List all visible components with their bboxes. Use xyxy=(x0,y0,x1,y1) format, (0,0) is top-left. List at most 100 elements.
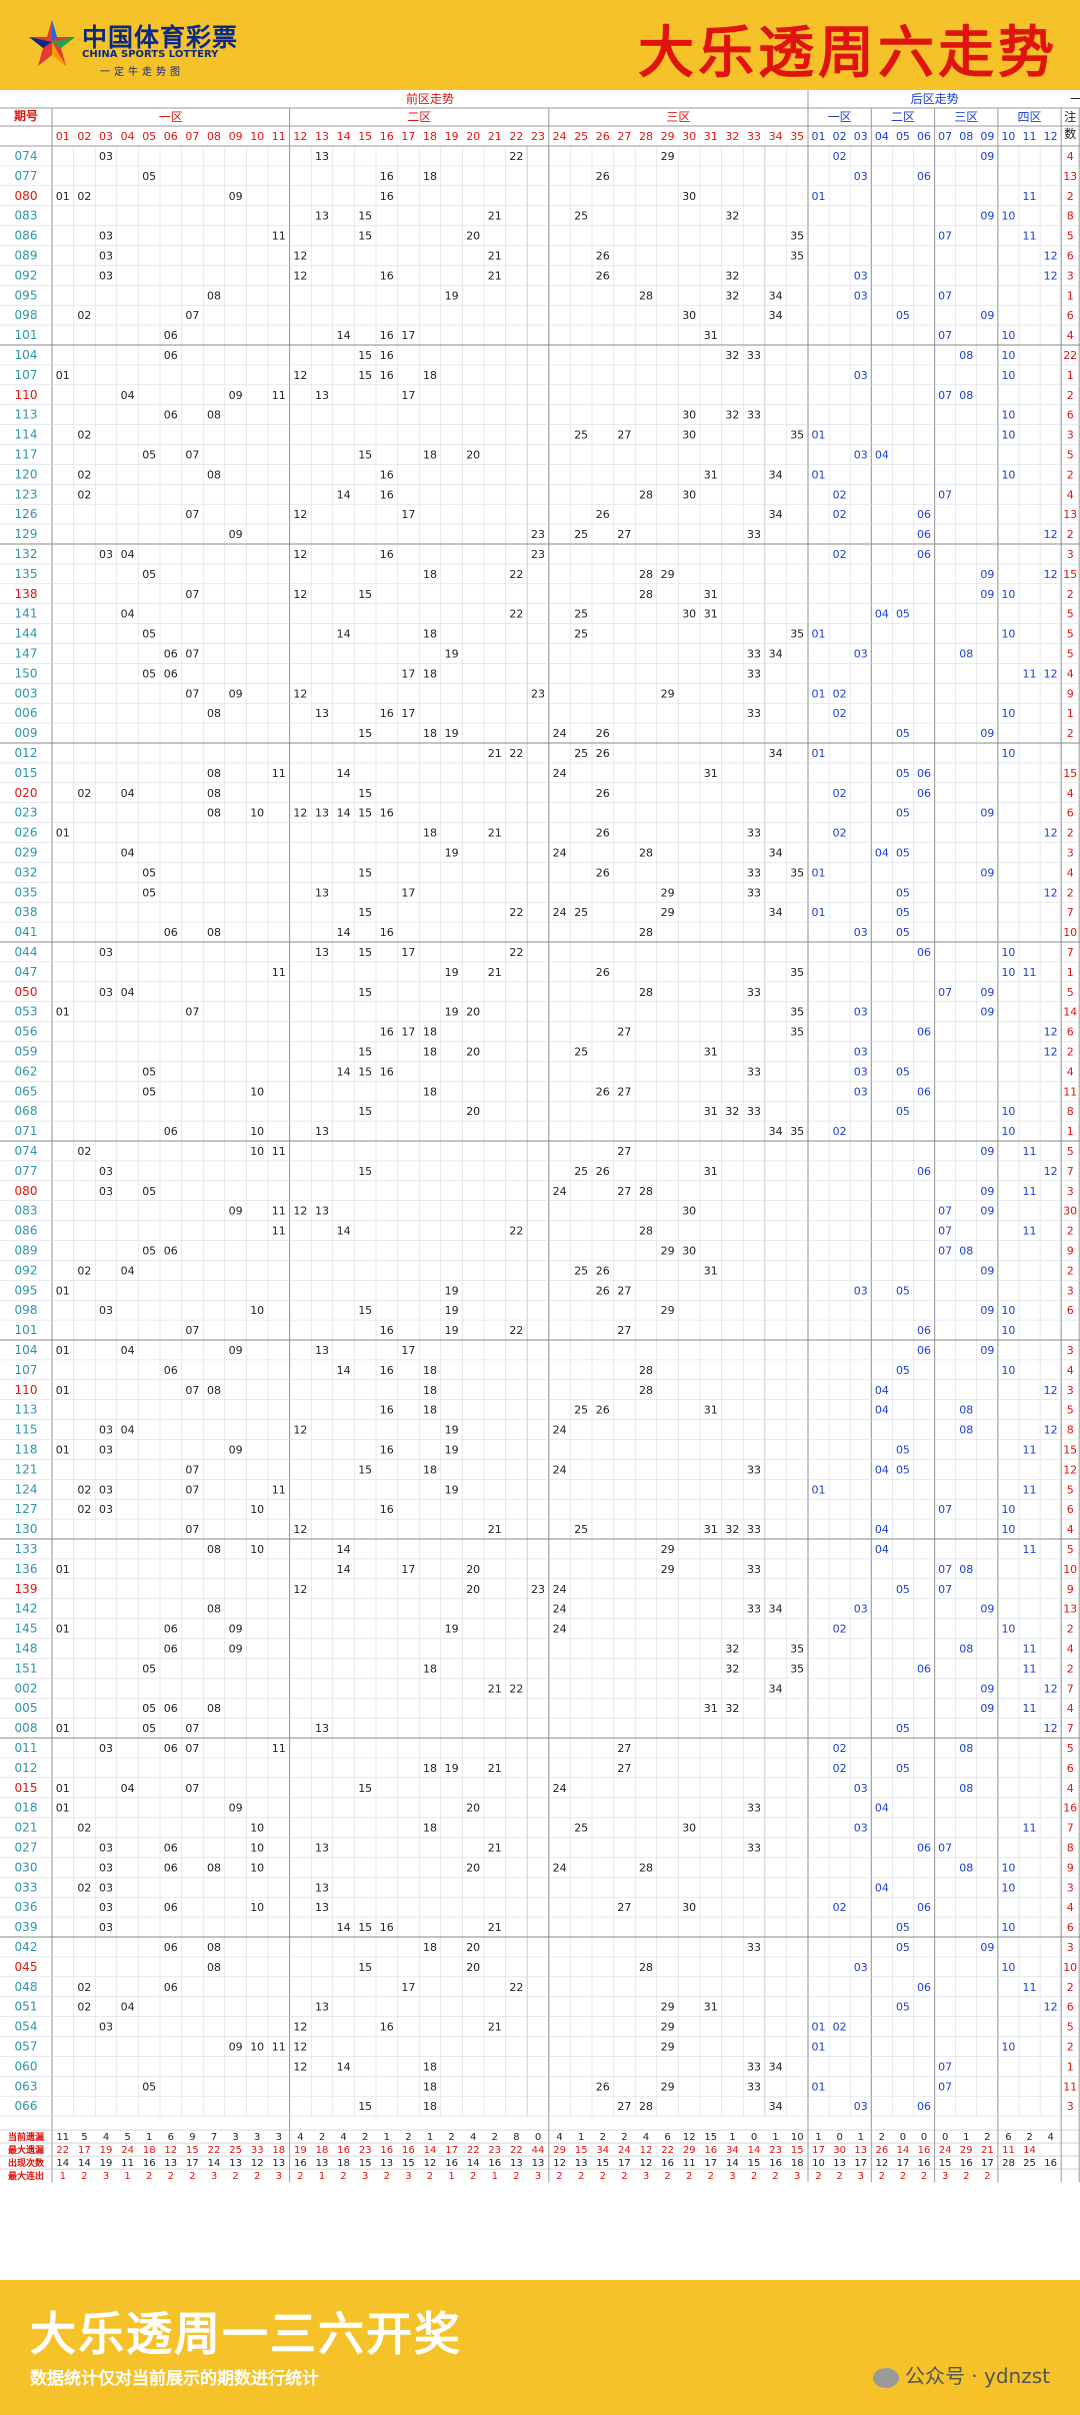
stats-value: 2 xyxy=(921,2171,927,2182)
count-cell: 1 xyxy=(1067,1125,1074,1138)
front-number-mark: 33 xyxy=(747,986,761,999)
stats-value: 19 xyxy=(294,2145,307,2156)
count-cell: 2 xyxy=(1067,1623,1074,1636)
back-number-mark: 10 xyxy=(1001,1125,1015,1138)
front-number-mark: 27 xyxy=(617,2100,631,2113)
front-number-mark: 18 xyxy=(423,1762,437,1775)
stats-value: 16 xyxy=(380,2145,393,2156)
period-cell: 033 xyxy=(15,1880,38,1894)
back-number-mark: 08 xyxy=(959,648,973,661)
period-cell: 139 xyxy=(15,1582,38,1596)
stats-value: 4 xyxy=(643,2132,649,2143)
front-number-mark: 04 xyxy=(121,1782,135,1795)
front-number-mark: 34 xyxy=(769,289,783,302)
period-cell: 036 xyxy=(15,1900,38,1914)
front-number-mark: 02 xyxy=(77,2001,91,2014)
front-number-mark: 11 xyxy=(272,389,286,402)
stats-label: 最大连出 xyxy=(8,2170,44,2182)
back-number-mark: 03 xyxy=(854,648,868,661)
front-number-mark: 02 xyxy=(77,787,91,800)
front-number-mark: 01 xyxy=(56,1802,70,1815)
stats-value: 21 xyxy=(981,2145,994,2156)
front-number-mark: 13 xyxy=(315,2001,329,2014)
back-number-mark: 04 xyxy=(875,1543,889,1556)
front-number-mark: 25 xyxy=(574,1822,588,1835)
stats-value: 6 xyxy=(168,2132,174,2143)
front-number-mark: 11 xyxy=(272,1145,286,1158)
back-number-mark: 07 xyxy=(938,289,952,302)
front-number-mark: 31 xyxy=(704,1702,718,1715)
back-number-mark: 11 xyxy=(1023,1483,1037,1496)
back-number-mark: 07 xyxy=(938,1842,952,1855)
front-number-mark: 21 xyxy=(488,1921,502,1934)
back-number-mark: 02 xyxy=(833,488,847,501)
back-number-mark: 04 xyxy=(875,608,889,621)
back-number-mark: 11 xyxy=(1023,966,1037,979)
back-number-mark: 02 xyxy=(833,827,847,840)
front-number-header: 28 xyxy=(639,130,653,143)
front-number-mark: 13 xyxy=(315,1881,329,1894)
front-number-header: 24 xyxy=(553,130,567,143)
front-number-mark: 29 xyxy=(661,1543,675,1556)
back-number-mark: 06 xyxy=(917,1901,931,1914)
stats-value: 2 xyxy=(448,2132,454,2143)
count-cell: 6 xyxy=(1067,1921,1074,1934)
back-number-mark: 01 xyxy=(812,190,826,203)
back-group-header: 后区走势 xyxy=(911,92,959,106)
front-number-mark: 21 xyxy=(488,1842,502,1855)
period-cell: 074 xyxy=(15,1144,38,1158)
front-number-header: 19 xyxy=(445,130,459,143)
front-number-mark: 16 xyxy=(380,488,394,501)
period-cell: 011 xyxy=(15,1741,38,1755)
count-cell: 10 xyxy=(1063,1563,1077,1576)
front-number-header: 20 xyxy=(466,130,480,143)
stats-value: 1 xyxy=(124,2171,130,2182)
period-cell: 092 xyxy=(15,268,38,282)
stats-value: 23 xyxy=(769,2145,782,2156)
stats-value: 15 xyxy=(402,2158,415,2169)
back-number-mark: 10 xyxy=(1001,1304,1015,1317)
period-cell: 003 xyxy=(15,686,38,700)
front-number-mark: 28 xyxy=(639,1185,653,1198)
front-number-mark: 19 xyxy=(445,1424,459,1437)
back-number-mark: 10 xyxy=(1001,1861,1015,1874)
front-number-mark: 15 xyxy=(358,588,372,601)
count-cell: 3 xyxy=(1067,1284,1074,1297)
front-number-mark: 06 xyxy=(164,1861,178,1874)
stats-value: 17 xyxy=(618,2158,631,2169)
front-number-mark: 15 xyxy=(358,986,372,999)
count-cell: 5 xyxy=(1067,986,1074,999)
back-zone-header: 一区 xyxy=(828,110,852,124)
count-cell: 5 xyxy=(1067,628,1074,641)
period-cell: 018 xyxy=(15,1801,38,1815)
front-number-mark: 29 xyxy=(661,2001,675,2014)
front-group-header: 前区走势 xyxy=(406,91,454,106)
back-number-mark: 10 xyxy=(1001,210,1015,223)
front-number-mark: 10 xyxy=(250,1901,264,1914)
stats-value: 2 xyxy=(984,2171,990,2182)
stats-value: 3 xyxy=(942,2171,948,2182)
count-cell: 3 xyxy=(1067,429,1074,442)
back-number-mark: 02 xyxy=(833,1742,847,1755)
front-number-mark: 07 xyxy=(185,449,199,462)
front-number-mark: 15 xyxy=(358,1046,372,1059)
back-number-mark: 06 xyxy=(917,2100,931,2113)
front-number-mark: 03 xyxy=(99,946,113,959)
front-number-mark: 05 xyxy=(142,886,156,899)
back-number-mark: 09 xyxy=(980,807,994,820)
stats-value: 2 xyxy=(984,2132,990,2143)
front-number-mark: 05 xyxy=(142,1722,156,1735)
count-cell: 1 xyxy=(1067,2060,1074,2073)
period-cell: 089 xyxy=(15,249,38,263)
count-cell: 5 xyxy=(1067,1543,1074,1556)
back-number-mark: 08 xyxy=(959,1782,973,1795)
stats-value: 13 xyxy=(833,2158,846,2169)
front-number-mark: 13 xyxy=(315,1205,329,1218)
back-number-mark: 11 xyxy=(1023,230,1037,243)
count-cell: 5 xyxy=(1067,2021,1074,2034)
period-cell: 068 xyxy=(15,1104,38,1118)
front-number-header: 31 xyxy=(704,130,718,143)
back-number-mark: 05 xyxy=(896,1941,910,1954)
back-number-mark: 01 xyxy=(812,2041,826,2054)
